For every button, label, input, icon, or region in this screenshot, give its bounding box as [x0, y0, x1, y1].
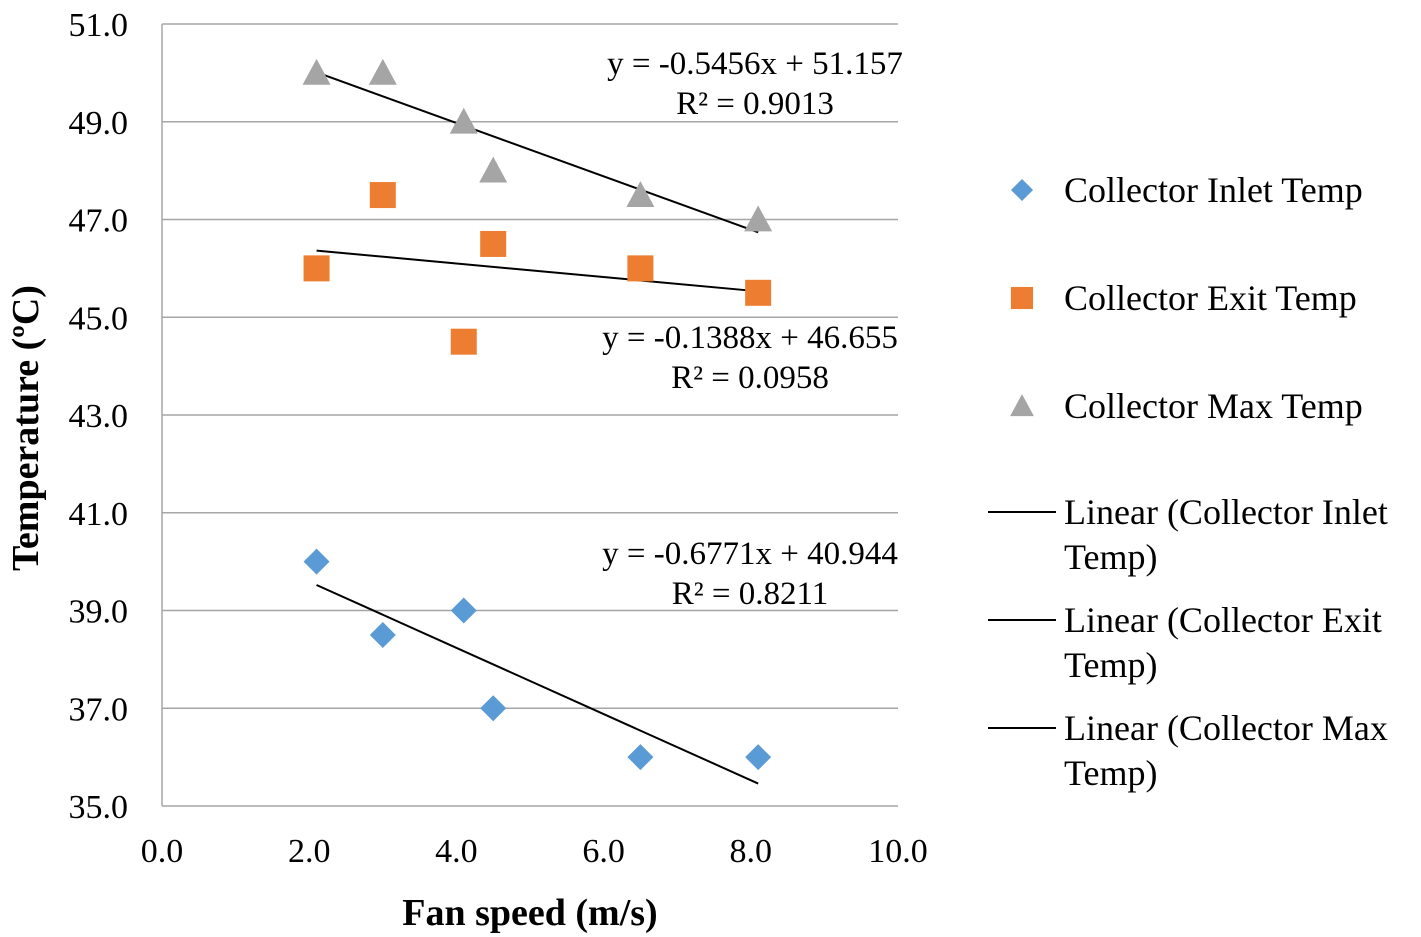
point-triangle-series-2	[479, 156, 508, 183]
y-tick-label: 35.0	[69, 789, 129, 826]
y-tick-label: 39.0	[69, 594, 129, 631]
legend-label-3-line-0: Linear (Collector Inlet	[1064, 492, 1388, 532]
max-temp-r2: R² = 0.9013	[676, 86, 834, 122]
point-triangle-series-2	[744, 205, 773, 232]
point-diamond-series-0	[745, 744, 772, 771]
data-points	[302, 58, 773, 771]
y-tick-label: 47.0	[69, 203, 129, 240]
legend-marker-0	[1010, 178, 1034, 202]
x-axis-ticks: 0.0 2.0 4.0 6.0 8.0 10.0	[141, 833, 928, 870]
exit-temp-r2: R² = 0.0958	[671, 360, 829, 396]
exit-temp-equation: y = -0.1388x + 46.655	[602, 320, 898, 356]
x-tick-label: 4.0	[435, 833, 478, 870]
point-triangle-series-2	[449, 107, 478, 134]
legend-label-2: Collector Max Temp	[1064, 386, 1363, 426]
point-diamond-series-0	[303, 548, 330, 575]
point-triangle-series-2	[626, 181, 655, 207]
legend-label-5-line-0: Linear (Collector Max	[1064, 708, 1388, 748]
point-square-series-1	[745, 279, 772, 306]
point-square-series-1	[303, 255, 330, 282]
y-tick-label: 41.0	[69, 496, 129, 533]
point-square-series-1	[450, 328, 477, 355]
x-tick-label: 8.0	[730, 833, 773, 870]
y-axis-ticks: 35.0 37.0 39.0 41.0 43.0 45.0 47.0 49.0 51.0	[69, 7, 129, 826]
legend: Collector Inlet Temp Collector Exit Temp C…	[988, 170, 1388, 793]
max-temp-equation: y = -0.5456x + 51.157	[607, 46, 903, 82]
point-square-series-1	[627, 255, 654, 282]
trendline-series-1	[316, 249, 759, 293]
legend-label-3-line-1: Temp)	[1064, 537, 1157, 577]
y-axis-title: Temperature (ºC)	[5, 285, 47, 571]
point-triangle-series-2	[302, 58, 331, 85]
y-tick-label: 43.0	[69, 398, 129, 435]
point-diamond-series-0	[450, 597, 477, 624]
point-triangle-series-2	[368, 58, 397, 85]
trendline-series-0	[316, 584, 759, 785]
trendlines	[316, 71, 759, 785]
point-square-series-1	[369, 182, 396, 209]
legend-marker-1	[1010, 286, 1034, 310]
legend-label-5-line-1: Temp)	[1064, 753, 1157, 793]
y-tick-label: 51.0	[69, 7, 129, 44]
inlet-temp-equation: y = -0.6771x + 40.944	[602, 536, 898, 572]
point-diamond-series-0	[480, 695, 507, 722]
legend-label-4-line-0: Linear (Collector Exit	[1064, 600, 1382, 640]
trendline-series-2	[316, 71, 759, 234]
x-tick-label: 0.0	[141, 833, 184, 870]
y-tick-label: 49.0	[69, 105, 129, 142]
legend-label-4-line-1: Temp)	[1064, 645, 1157, 685]
inlet-temp-r2: R² = 0.8211	[672, 576, 829, 612]
y-tick-label: 37.0	[69, 691, 129, 728]
point-diamond-series-0	[369, 621, 396, 648]
x-axis-title: Fan speed (m/s)	[402, 892, 657, 934]
point-square-series-1	[480, 230, 507, 257]
x-tick-label: 6.0	[582, 833, 625, 870]
x-tick-label: 2.0	[288, 833, 331, 870]
legend-marker-2	[1010, 394, 1034, 417]
x-tick-label: 10.0	[868, 833, 928, 870]
point-diamond-series-0	[627, 744, 654, 771]
legend-label-1: Collector Exit Temp	[1064, 278, 1357, 318]
legend-label-0: Collector Inlet Temp	[1064, 170, 1363, 210]
gridlines	[161, 23, 898, 807]
y-tick-label: 45.0	[69, 300, 129, 337]
